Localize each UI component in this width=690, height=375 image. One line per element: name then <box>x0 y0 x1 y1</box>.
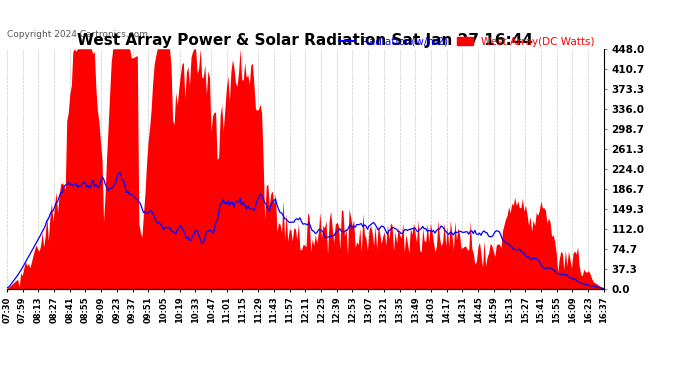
Text: Copyright 2024 Cartronics.com: Copyright 2024 Cartronics.com <box>7 30 148 39</box>
Legend: Radiation(w/m2), West Array(DC Watts): Radiation(w/m2), West Array(DC Watts) <box>335 32 598 51</box>
Title: West Array Power & Solar Radiation Sat Jan 27 16:44: West Array Power & Solar Radiation Sat J… <box>77 33 533 48</box>
